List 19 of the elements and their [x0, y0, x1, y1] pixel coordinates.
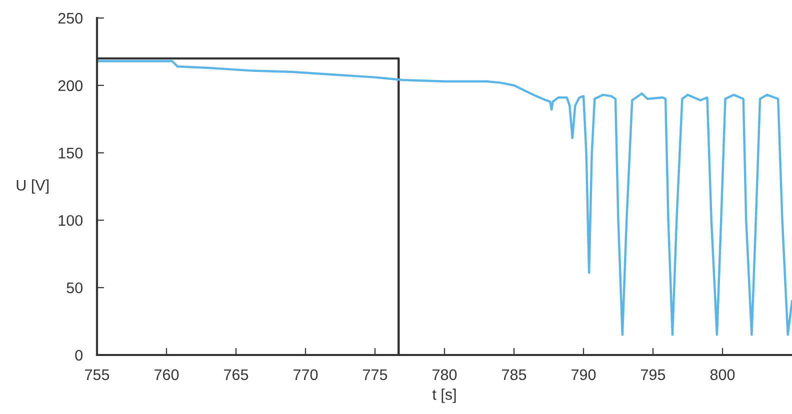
x-tick-label: 770	[294, 369, 318, 380]
x-tick-label: 765	[224, 369, 248, 380]
y-tick-label: 250	[58, 12, 83, 24]
y-axis-title: U [V]	[16, 179, 49, 194]
x-tick-label: 800	[710, 369, 735, 380]
x-axis-title: t [s]	[432, 388, 456, 403]
x-tick-label: 790	[572, 369, 596, 380]
line-series	[97, 60, 792, 336]
x-tick-label: 780	[432, 369, 457, 380]
x-tick-label: 795	[641, 369, 666, 380]
y-tick-label: 100	[58, 215, 83, 226]
y-tick-label: 50	[66, 282, 83, 294]
x-tick-label: 760	[154, 369, 179, 380]
y-tick-label: 150	[58, 148, 83, 158]
x-tick-label: 775	[363, 369, 388, 380]
y-tick-label: 200	[58, 80, 83, 92]
x-tick-label: 785	[502, 369, 526, 380]
y-tick-label: 0	[75, 350, 83, 361]
x-tick-label: 755	[85, 369, 110, 380]
